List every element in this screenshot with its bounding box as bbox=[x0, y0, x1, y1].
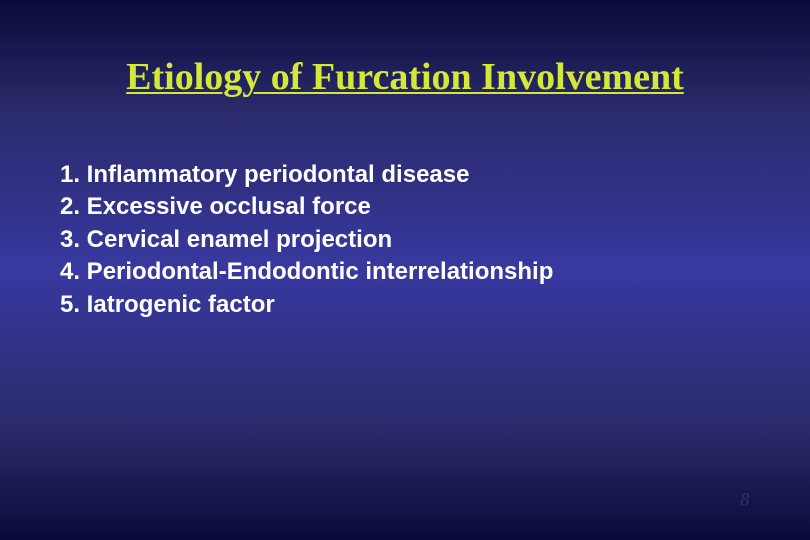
list-item: 3. Cervical enamel projection bbox=[60, 224, 810, 256]
slide-title: Etiology of Furcation Involvement bbox=[0, 0, 810, 99]
list-item: 4. Periodontal-Endodontic interrelations… bbox=[60, 256, 810, 288]
list-item: 1. Inflammatory periodontal disease bbox=[60, 159, 810, 191]
page-number: 8 bbox=[740, 489, 750, 512]
list-item: 2. Excessive occlusal force bbox=[60, 191, 810, 223]
list-item: 5. Iatrogenic factor bbox=[60, 289, 810, 321]
content-list: 1. Inflammatory periodontal disease 2. E… bbox=[0, 99, 810, 321]
